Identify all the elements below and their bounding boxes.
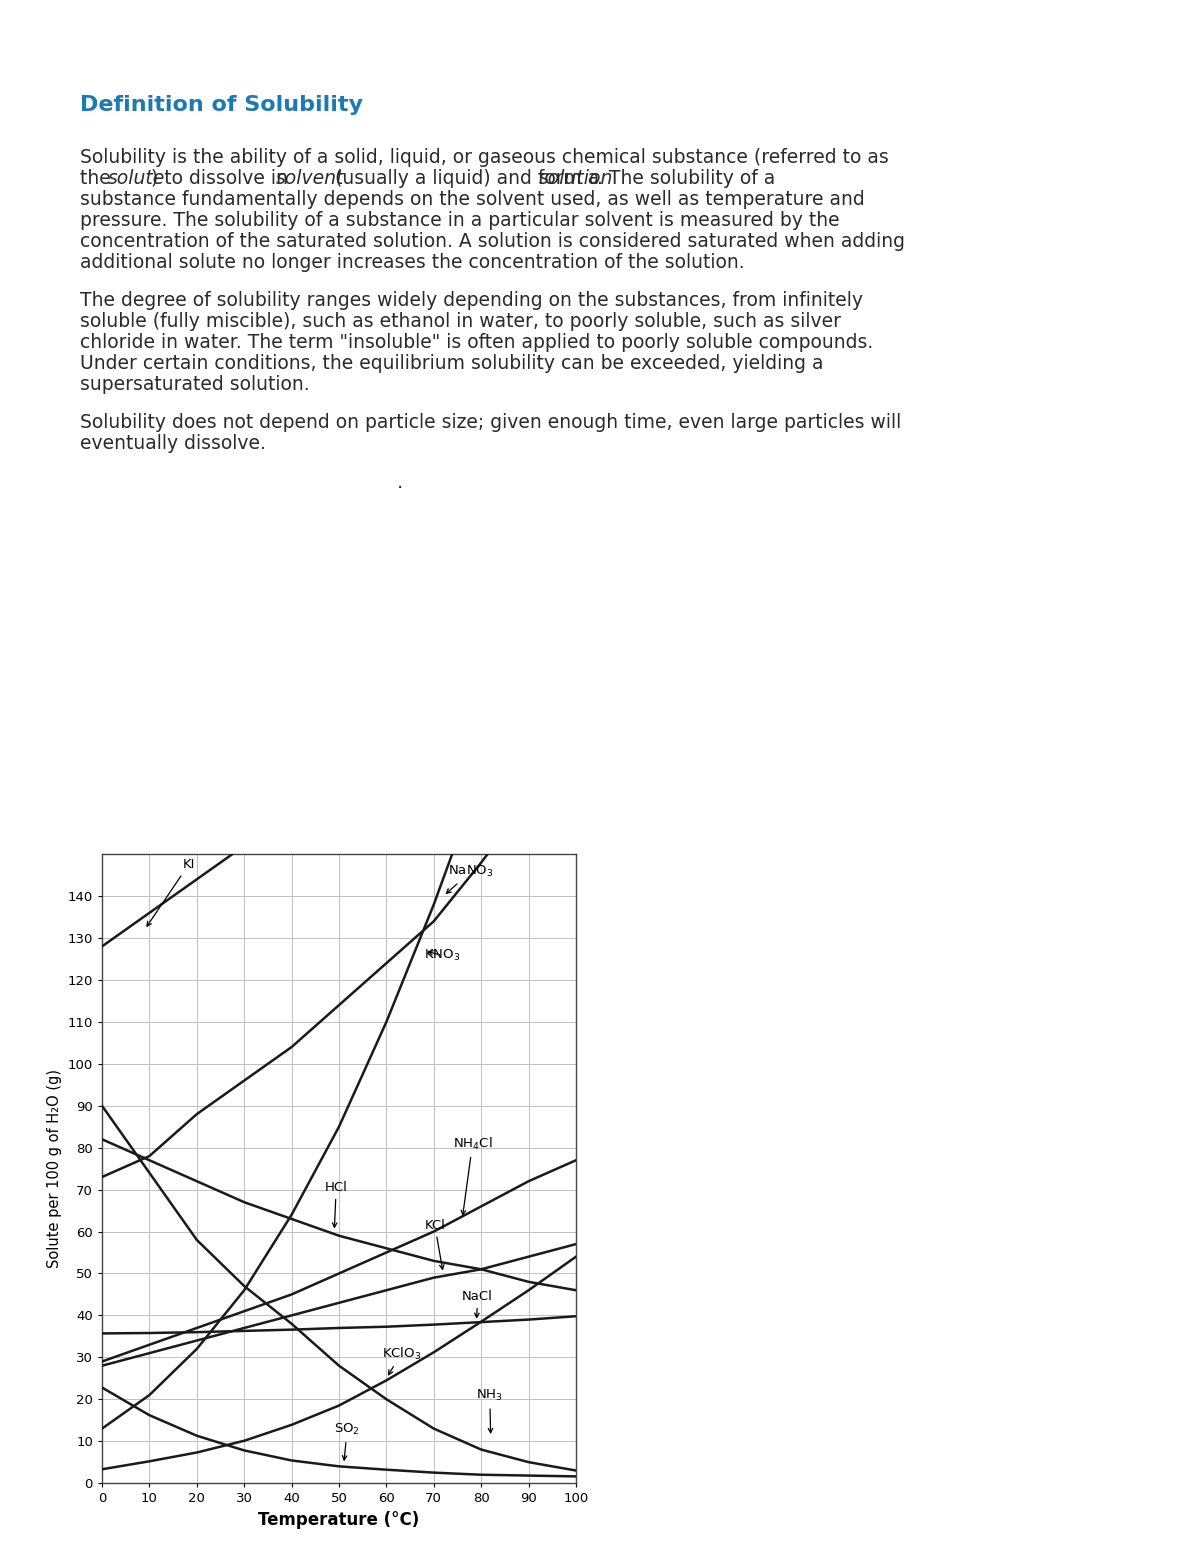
Text: KCl: KCl — [425, 1219, 445, 1269]
Text: Definition of Solubility: Definition of Solubility — [80, 95, 364, 115]
Text: KI: KI — [146, 857, 194, 926]
Text: supersaturated solution.: supersaturated solution. — [80, 374, 310, 394]
Text: soluble (fully miscible), such as ethanol in water, to poorly soluble, such as s: soluble (fully miscible), such as ethano… — [80, 312, 841, 331]
Text: concentration of the saturated solution. A solution is considered saturated when: concentration of the saturated solution.… — [80, 231, 905, 252]
Text: chloride in water. The term "insoluble" is often applied to poorly soluble compo: chloride in water. The term "insoluble" … — [80, 332, 874, 353]
Text: The degree of solubility ranges widely depending on the substances, from infinit: The degree of solubility ranges widely d… — [80, 290, 863, 311]
Text: solvent: solvent — [276, 169, 344, 188]
Text: NH$_4$Cl: NH$_4$Cl — [452, 1135, 492, 1214]
Text: Under certain conditions, the equilibrium solubility can be exceeded, yielding a: Under certain conditions, the equilibriu… — [80, 354, 823, 373]
Text: (usually a liquid) and form a: (usually a liquid) and form a — [329, 169, 605, 188]
Text: Solubility is the ability of a solid, liquid, or gaseous chemical substance (ref: Solubility is the ability of a solid, li… — [80, 148, 889, 168]
Text: eventually dissolve.: eventually dissolve. — [80, 433, 266, 453]
Text: ) to dissolve in: ) to dissolve in — [151, 169, 294, 188]
X-axis label: Temperature (°C): Temperature (°C) — [258, 1511, 420, 1528]
Text: . The solubility of a: . The solubility of a — [598, 169, 775, 188]
Text: solute: solute — [108, 169, 166, 188]
Text: additional solute no longer increases the concentration of the solution.: additional solute no longer increases th… — [80, 253, 745, 272]
Text: KClO$_3$: KClO$_3$ — [382, 1345, 421, 1374]
Text: NH$_3$: NH$_3$ — [476, 1388, 503, 1433]
Text: Solubility does not depend on particle size; given enough time, even large parti: Solubility does not depend on particle s… — [80, 413, 901, 432]
Text: SO$_2$: SO$_2$ — [335, 1423, 360, 1460]
Text: pressure. The solubility of a substance in a particular solvent is measured by t: pressure. The solubility of a substance … — [80, 211, 840, 230]
Text: solution: solution — [539, 169, 613, 188]
Text: NaCl: NaCl — [462, 1291, 493, 1317]
Text: NaNO$_3$: NaNO$_3$ — [446, 863, 493, 893]
Text: the: the — [80, 169, 116, 188]
Text: ·: · — [397, 478, 403, 499]
Y-axis label: Solute per 100 g of H₂O (g): Solute per 100 g of H₂O (g) — [47, 1068, 62, 1269]
Text: substance fundamentally depends on the solvent used, as well as temperature and: substance fundamentally depends on the s… — [80, 189, 865, 210]
Text: HCl: HCl — [325, 1180, 348, 1227]
Text: KNO$_3$: KNO$_3$ — [425, 947, 461, 963]
